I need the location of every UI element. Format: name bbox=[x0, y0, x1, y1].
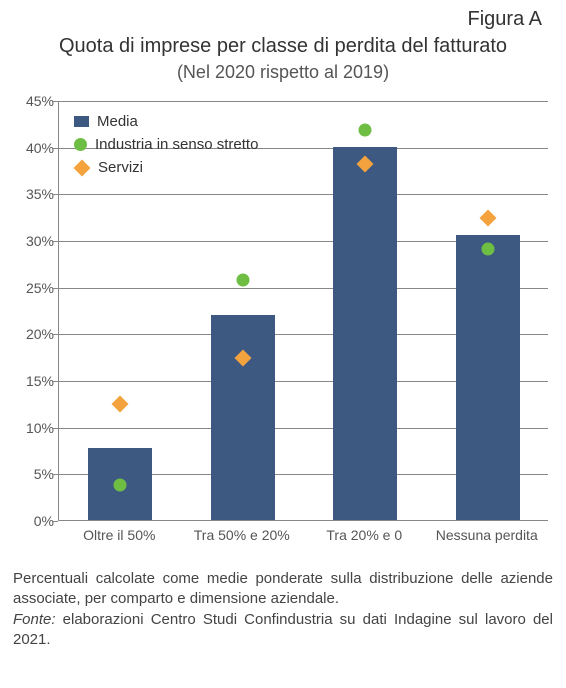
legend-swatch-diamond bbox=[74, 159, 91, 176]
marker-circle bbox=[481, 243, 494, 256]
marker-diamond bbox=[479, 209, 496, 226]
ytick-mark bbox=[53, 381, 58, 382]
ytick-label: 5% bbox=[14, 466, 54, 482]
legend-item: Servizi bbox=[74, 159, 258, 176]
ytick-label: 20% bbox=[14, 326, 54, 342]
legend-item: Media bbox=[74, 113, 258, 130]
bar bbox=[456, 235, 520, 520]
ytick-mark bbox=[53, 194, 58, 195]
xtick-label: Oltre il 50% bbox=[83, 527, 155, 543]
ytick-mark bbox=[53, 101, 58, 102]
ytick-mark bbox=[53, 521, 58, 522]
xtick-label: Nessuna perdita bbox=[436, 527, 538, 543]
ytick-label: 30% bbox=[14, 233, 54, 249]
figure-label: Figura A bbox=[8, 8, 558, 31]
ytick-label: 10% bbox=[14, 420, 54, 436]
marker-circle bbox=[236, 274, 249, 287]
gridline bbox=[59, 194, 548, 195]
legend: Media Industria in senso stretto Servizi bbox=[74, 113, 258, 182]
ytick-label: 0% bbox=[14, 513, 54, 529]
ytick-label: 15% bbox=[14, 373, 54, 389]
caption-text: Percentuali calcolate come medie pondera… bbox=[13, 570, 553, 607]
caption-source-label: Fonte: bbox=[13, 611, 56, 628]
ytick-mark bbox=[53, 428, 58, 429]
marker-circle bbox=[359, 123, 372, 136]
marker-circle bbox=[114, 479, 127, 492]
ytick-label: 45% bbox=[14, 93, 54, 109]
legend-item: Industria in senso stretto bbox=[74, 136, 258, 153]
bar bbox=[211, 315, 275, 520]
ytick-label: 25% bbox=[14, 280, 54, 296]
legend-label: Servizi bbox=[98, 159, 143, 176]
bar bbox=[333, 147, 397, 520]
legend-label: Media bbox=[97, 113, 138, 130]
ytick-mark bbox=[53, 288, 58, 289]
legend-label: Industria in senso stretto bbox=[95, 136, 258, 153]
chart-subtitle: (Nel 2020 rispetto al 2019) bbox=[8, 62, 558, 83]
ytick-label: 35% bbox=[14, 186, 54, 202]
chart-container: 0% 5% 10% 15% 20% 25% 30% 35% 40% 45% Oltre il 50… bbox=[8, 91, 558, 561]
ytick-mark bbox=[53, 334, 58, 335]
xtick-label: Tra 50% e 20% bbox=[194, 527, 290, 543]
gridline bbox=[59, 101, 548, 102]
legend-swatch-bar bbox=[74, 116, 89, 127]
caption: Percentuali calcolate come medie pondera… bbox=[13, 569, 553, 650]
marker-diamond bbox=[112, 396, 129, 413]
xtick-label: Tra 20% e 0 bbox=[326, 527, 402, 543]
caption-source-text: elaborazioni Centro Studi Confindustria … bbox=[13, 611, 553, 648]
chart-title: Quota di imprese per classe di perdita d… bbox=[8, 35, 558, 58]
ytick-mark bbox=[53, 474, 58, 475]
ytick-mark bbox=[53, 148, 58, 149]
legend-swatch-circle bbox=[74, 138, 87, 151]
ytick-label: 40% bbox=[14, 140, 54, 156]
ytick-mark bbox=[53, 241, 58, 242]
